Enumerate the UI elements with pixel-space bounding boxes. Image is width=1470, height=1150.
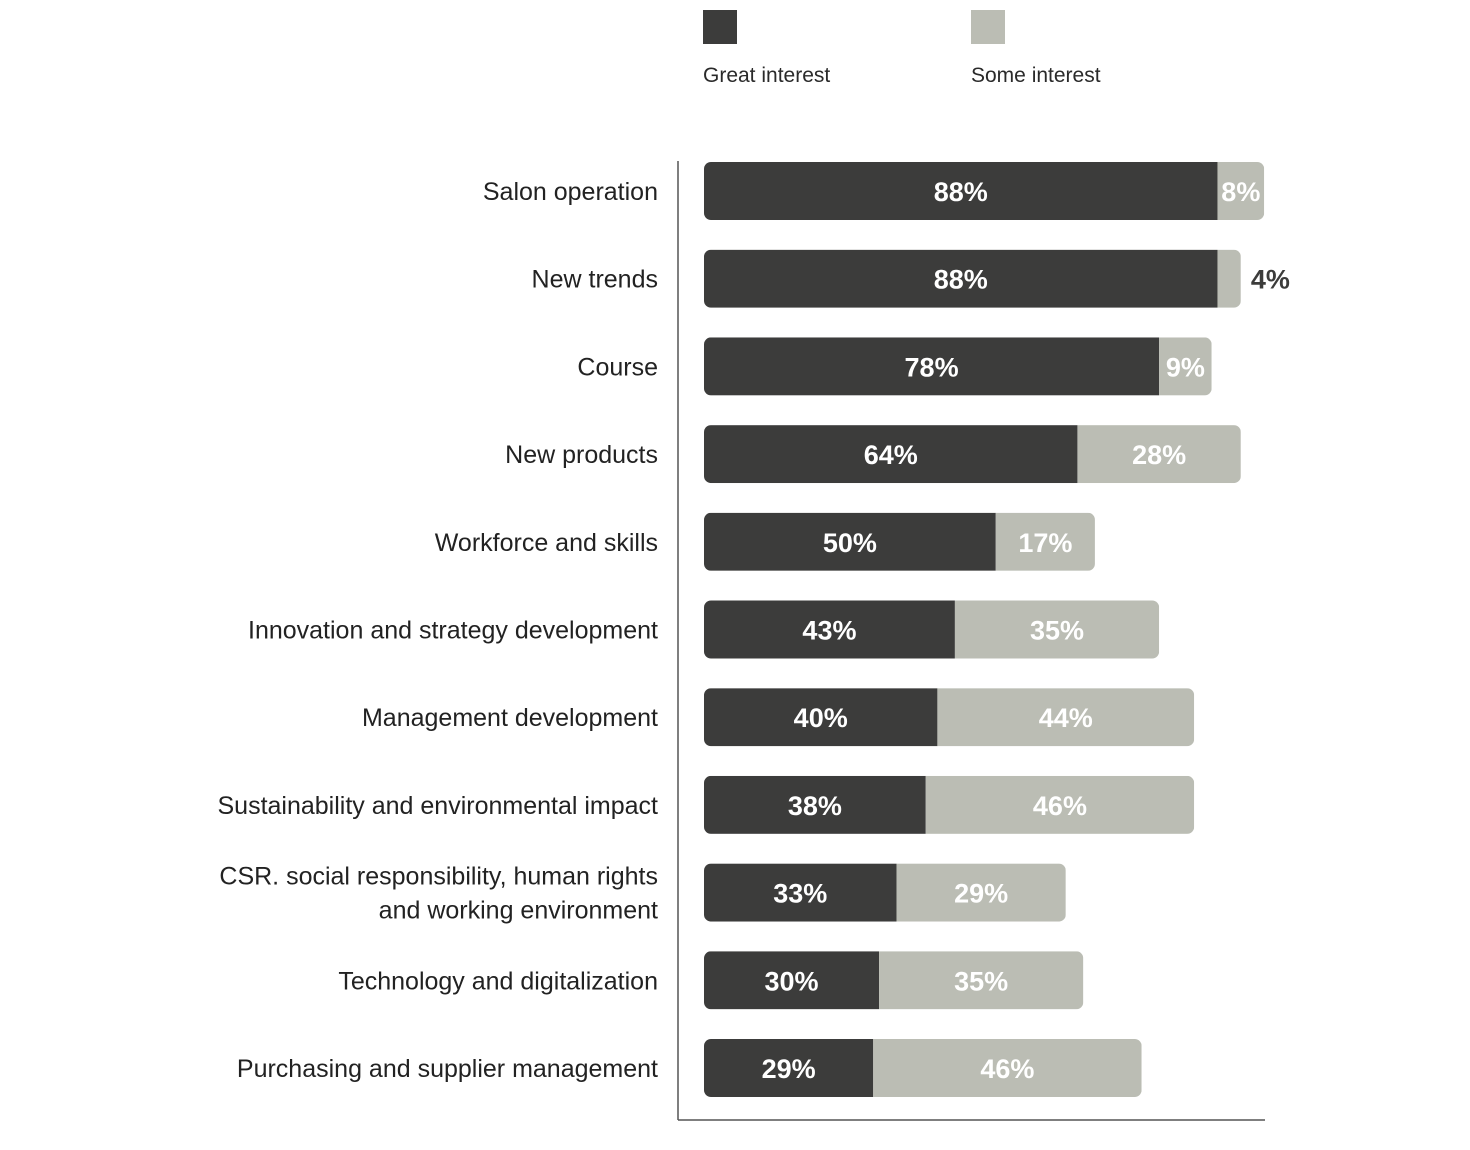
data-label-great-interest: 88% bbox=[934, 177, 988, 207]
category-label-text: Salon operation bbox=[483, 178, 658, 206]
category-label-text: and working environment bbox=[379, 897, 658, 925]
data-label-some-interest: 28% bbox=[1132, 440, 1186, 470]
data-label-great-interest: 50% bbox=[823, 528, 877, 558]
data-label-great-interest: 29% bbox=[762, 1054, 816, 1084]
legend-label-some-interest: Some interest bbox=[971, 64, 1101, 87]
bar-segment-some-interest bbox=[873, 1039, 1142, 1097]
bars: 88% 8% 88% 4% 78% 9% 64% 28% 50% 17% 43% 35% 40% 44% 3… bbox=[704, 162, 1290, 1097]
data-label-great-interest: 88% bbox=[934, 265, 988, 295]
category-label: New products bbox=[505, 441, 658, 469]
category-label: CSR. social responsibility, human rights… bbox=[219, 863, 658, 925]
data-label-great-interest: 64% bbox=[864, 440, 918, 470]
bar-row: 38% 46% bbox=[704, 775, 1195, 834]
bar-segment-great-interest bbox=[704, 951, 880, 1010]
bar-row: 88% 8% bbox=[704, 162, 1265, 220]
category-label-text: CSR. social responsibility, human rights bbox=[219, 863, 658, 891]
category-label-text: New products bbox=[505, 441, 658, 469]
legend-swatch-some-interest bbox=[971, 10, 1005, 44]
category-labels: Salon operation New trends Course New produ… bbox=[217, 178, 658, 1083]
bar-row: 40% 44% bbox=[704, 688, 1195, 747]
bar-segment-some-interest bbox=[1217, 249, 1241, 308]
category-label: New trends bbox=[532, 266, 658, 294]
bar-row: 29% 46% bbox=[704, 1039, 1142, 1097]
data-label-some-interest: 46% bbox=[1033, 791, 1087, 821]
category-label-text: Sustainability and environmental impact bbox=[217, 792, 658, 820]
data-label-great-interest: 38% bbox=[788, 791, 842, 821]
category-label: Course bbox=[577, 353, 658, 381]
bar-segment-great-interest bbox=[704, 1039, 874, 1097]
bar-segment-some-interest bbox=[995, 512, 1095, 571]
category-label-text: New trends bbox=[532, 266, 658, 294]
bar-row: 88% 4% bbox=[704, 249, 1290, 308]
bar-segment-great-interest bbox=[704, 512, 996, 571]
data-label-great-interest: 40% bbox=[794, 703, 848, 733]
bar-row: 64% 28% bbox=[704, 425, 1241, 484]
bar-segment-some-interest bbox=[879, 951, 1084, 1010]
data-label-great-interest: 43% bbox=[802, 616, 856, 646]
bar-row: 78% 9% bbox=[704, 337, 1212, 396]
bar-segment-great-interest bbox=[704, 249, 1218, 308]
bar-segment-great-interest bbox=[704, 425, 1078, 484]
data-label-some-interest: 4% bbox=[1251, 265, 1290, 295]
data-label-great-interest: 78% bbox=[905, 352, 959, 382]
data-label-some-interest: 44% bbox=[1039, 703, 1093, 733]
category-label-text: Purchasing and supplier management bbox=[237, 1055, 658, 1083]
bar-segment-great-interest bbox=[704, 775, 926, 834]
data-label-great-interest: 30% bbox=[765, 966, 819, 996]
data-label-some-interest: 17% bbox=[1018, 528, 1072, 558]
category-label: Management development bbox=[362, 704, 658, 732]
category-label-text: Workforce and skills bbox=[435, 529, 658, 557]
category-label: Sustainability and environmental impact bbox=[217, 792, 658, 820]
category-label-text: Innovation and strategy development bbox=[248, 617, 658, 645]
category-label-text: Technology and digitalization bbox=[338, 967, 658, 995]
legend-swatch-great-interest bbox=[703, 10, 737, 44]
category-label: Innovation and strategy development bbox=[248, 617, 658, 645]
bar-segment-great-interest bbox=[704, 337, 1160, 396]
data-label-great-interest: 33% bbox=[773, 879, 827, 909]
legend: Great interest Some interest bbox=[703, 10, 1101, 87]
category-label: Purchasing and supplier management bbox=[237, 1055, 658, 1083]
bar-segment-some-interest bbox=[896, 863, 1066, 922]
bar-segment-some-interest bbox=[1077, 425, 1241, 484]
category-label: Workforce and skills bbox=[435, 529, 658, 557]
category-label-text: Course bbox=[577, 353, 658, 381]
data-label-some-interest: 35% bbox=[1030, 616, 1084, 646]
category-label-text: Management development bbox=[362, 704, 658, 732]
category-label: Salon operation bbox=[483, 178, 658, 206]
bar-segment-great-interest bbox=[704, 600, 955, 659]
bar-segment-some-interest bbox=[954, 600, 1160, 659]
bar-row: 43% 35% bbox=[704, 600, 1160, 659]
bar-segment-some-interest bbox=[1217, 162, 1265, 220]
bar-segment-great-interest bbox=[704, 162, 1218, 220]
legend-label-great-interest: Great interest bbox=[703, 64, 830, 87]
data-label-some-interest: 8% bbox=[1221, 177, 1260, 207]
bar-segment-some-interest bbox=[1159, 337, 1212, 396]
axes bbox=[677, 161, 1265, 1121]
category-label: Technology and digitalization bbox=[338, 967, 658, 995]
bar-segment-some-interest bbox=[925, 775, 1195, 834]
bar-row: 50% 17% bbox=[704, 512, 1095, 571]
bar-row: 30% 35% bbox=[704, 951, 1084, 1010]
bar-row: 33% 29% bbox=[704, 863, 1066, 922]
bar-segment-great-interest bbox=[704, 688, 938, 747]
data-label-some-interest: 9% bbox=[1166, 352, 1205, 382]
bar-segment-great-interest bbox=[704, 863, 897, 922]
bar-segment-some-interest bbox=[937, 688, 1195, 747]
data-label-some-interest: 35% bbox=[954, 966, 1008, 996]
data-label-some-interest: 46% bbox=[980, 1054, 1034, 1084]
data-label-some-interest: 29% bbox=[954, 879, 1008, 909]
